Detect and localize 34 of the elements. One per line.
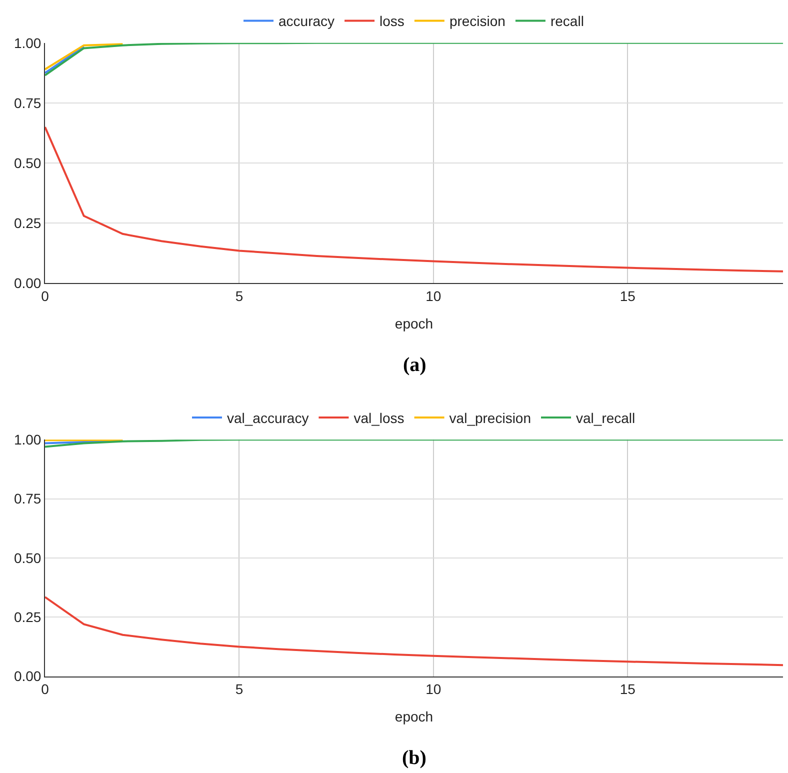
legend-label: precision: [449, 13, 506, 30]
line-series: [45, 596, 783, 666]
line-series: [45, 126, 783, 272]
x-axis-title: epoch: [394, 315, 434, 332]
y-tick-label: 1.00: [14, 432, 42, 448]
legend-label: loss: [380, 13, 404, 30]
text: (a): [403, 354, 426, 376]
y-tick-label: 0.75: [14, 94, 42, 111]
legend-label: val_loss: [354, 410, 404, 426]
legend-label: recall: [550, 13, 584, 30]
y-tick-label: 0.00: [14, 668, 42, 684]
x-tick-label: 10: [426, 681, 442, 698]
x-tick-label: 15: [620, 288, 636, 304]
legend-label: val_recall: [576, 410, 636, 426]
y-tick-label: 0.00: [14, 275, 42, 292]
legend-label: val_precision: [449, 410, 532, 426]
y-tick-label: 1.00: [14, 34, 42, 51]
y-tick-label: 0.25: [14, 215, 42, 231]
legend-label: val_accuracy: [227, 410, 309, 426]
line-series: [45, 42, 783, 76]
x-tick-label: 15: [620, 681, 636, 698]
y-tick-label: 0.50: [14, 154, 42, 171]
y-tick-label: 0.25: [14, 609, 42, 626]
x-tick-label: 0: [41, 681, 50, 698]
legend-label: accuracy: [278, 13, 335, 30]
y-tick-label: 0.75: [14, 490, 42, 507]
x-tick-label: 5: [235, 288, 244, 304]
y-tick-label: 0.50: [14, 550, 42, 566]
x-tick-label: 0: [41, 288, 50, 304]
x-tick-label: 10: [426, 288, 442, 304]
x-tick-label: 5: [235, 681, 244, 698]
line-series: [45, 440, 783, 448]
text: (b): [402, 747, 426, 769]
x-axis-title: epoch: [394, 708, 434, 724]
